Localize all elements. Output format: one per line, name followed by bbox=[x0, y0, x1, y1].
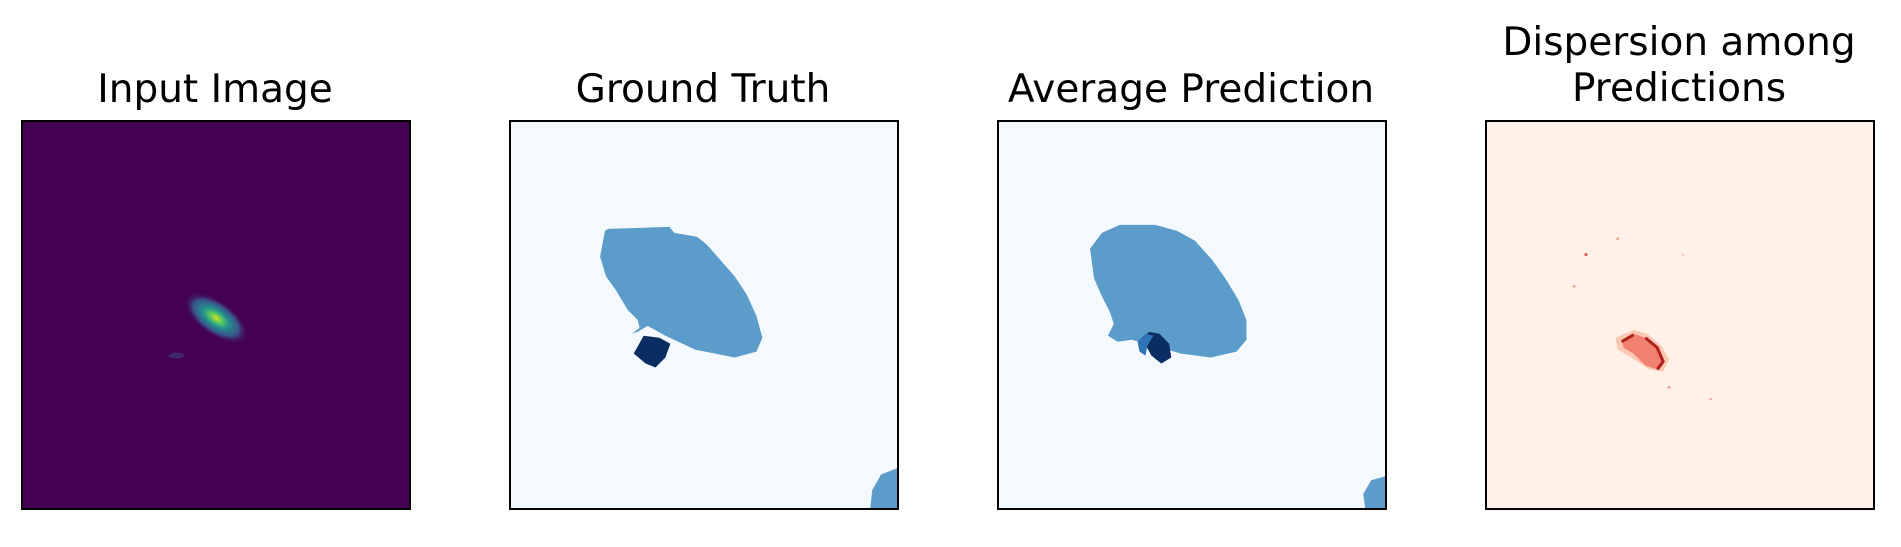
input-image-title: Input Image bbox=[97, 67, 333, 112]
average-prediction-plot bbox=[999, 122, 1385, 508]
average-prediction-corner-segment bbox=[1363, 476, 1385, 508]
dispersion-speck bbox=[1709, 397, 1712, 401]
ground-truth-corner-segment bbox=[870, 468, 897, 508]
dispersion-title-line2: Predictions bbox=[1571, 66, 1787, 111]
dispersion-speck bbox=[1572, 284, 1576, 288]
dispersion-crescent bbox=[1621, 333, 1664, 370]
average-prediction-title: Average Prediction bbox=[1007, 67, 1375, 112]
average-prediction-small-segment-outline bbox=[1137, 333, 1154, 356]
faint-source bbox=[168, 352, 185, 359]
dispersion-crescent-edge bbox=[1620, 333, 1665, 371]
input-image-panel bbox=[21, 120, 411, 510]
average-prediction-panel bbox=[997, 120, 1387, 510]
dispersion-speck bbox=[1616, 237, 1620, 241]
dispersion-panel bbox=[1485, 120, 1875, 510]
dispersion-background bbox=[1487, 122, 1873, 508]
dispersion-title: Dispersion among Predictions bbox=[1479, 20, 1879, 112]
ground-truth-plot bbox=[511, 122, 897, 508]
dispersion-title-line1: Dispersion among bbox=[1502, 20, 1856, 65]
dispersion-speck bbox=[1667, 385, 1671, 389]
input-image-plot bbox=[23, 122, 409, 508]
ground-truth-panel bbox=[509, 120, 899, 510]
dispersion-speck bbox=[1681, 253, 1685, 256]
dispersion-plot bbox=[1487, 122, 1873, 508]
ground-truth-title: Ground Truth bbox=[575, 67, 831, 112]
ground-truth-large-segment bbox=[600, 226, 763, 358]
ground-truth-small-segment bbox=[633, 335, 671, 368]
dispersion-speck bbox=[1584, 253, 1588, 257]
galaxy-blob bbox=[183, 291, 249, 345]
average-prediction-large-segment bbox=[1090, 224, 1247, 358]
